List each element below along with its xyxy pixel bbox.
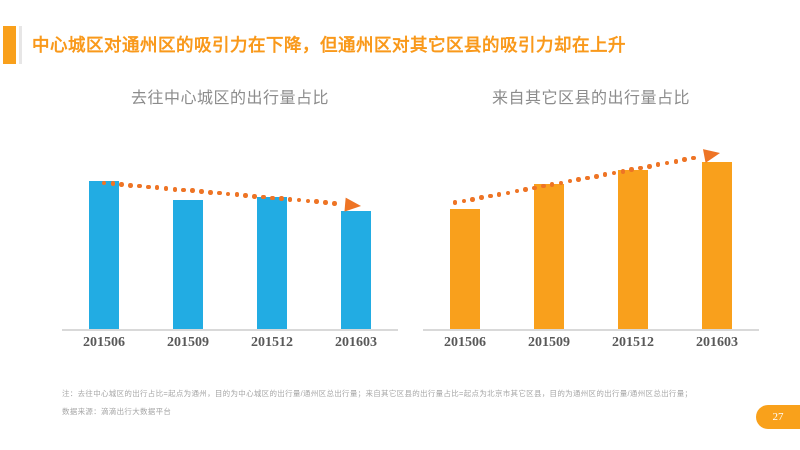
x-tick-label: 201603 (335, 335, 377, 350)
trend-arrowhead (344, 197, 362, 213)
plot-area-left (62, 139, 398, 331)
trend-dot (146, 184, 151, 190)
trend-dot (208, 190, 213, 195)
chart-trips-to-central-city: 去往中心城区的出行量占比 201506 201509 201512 201603 (62, 88, 398, 357)
trend-dot (190, 188, 195, 194)
trend-dot (664, 160, 670, 166)
x-tick-label: 201512 (251, 335, 293, 350)
trend-dot (296, 197, 302, 203)
trend-dot (576, 177, 581, 182)
bar-201509 (534, 183, 564, 329)
trend-dot (172, 186, 178, 192)
trend-dot (252, 193, 257, 199)
x-axis-labels-right: 201506 201509 201512 201603 (423, 335, 759, 357)
trend-dot (629, 167, 634, 172)
trend-dot (523, 187, 528, 192)
trend-dot (110, 181, 116, 187)
bar-201603 (702, 162, 732, 329)
trend-dot (119, 182, 125, 187)
trend-dot (305, 198, 311, 204)
trend-dot (655, 162, 661, 167)
trend-dot (278, 196, 284, 201)
bar-201603 (341, 210, 371, 329)
slide-title: 中心城区对通州区的吸引力在下降，但通州区对其它区县的吸引力却在上升 (32, 35, 626, 55)
trend-dot (567, 178, 573, 184)
trend-dot (101, 180, 107, 186)
x-axis-labels-left: 201506 201509 201512 201603 (62, 335, 398, 357)
bar-201506 (450, 208, 480, 329)
trend-dot (323, 200, 328, 205)
trend-dot (461, 198, 467, 204)
trend-dot (270, 195, 275, 201)
bar-201509 (173, 200, 203, 329)
trend-dot (163, 186, 169, 191)
plot-area-right (423, 139, 759, 331)
trend-dot (128, 183, 133, 188)
trend-dot (541, 183, 546, 189)
trend-dot (602, 172, 608, 177)
bar-201506 (89, 181, 119, 329)
trend-dot (216, 190, 222, 196)
x-tick-label: 201506 (444, 335, 486, 350)
trend-dot (585, 175, 590, 181)
trend-arrowhead (702, 146, 722, 163)
trend-dot (452, 200, 458, 206)
trend-dot (470, 197, 475, 202)
chart-title-left: 去往中心城区的出行量占比 (130, 90, 329, 107)
chart-trips-from-other-districts: 来自其它区县的出行量占比 201506 201509 201512 201603 (423, 88, 759, 357)
trend-dot (314, 199, 319, 204)
trend-dot (287, 197, 293, 202)
trend-dot (332, 200, 337, 206)
bar-201512 (257, 197, 287, 329)
trend-dot (691, 155, 696, 161)
page-number: 27 (772, 411, 784, 423)
x-tick-label: 201509 (167, 335, 209, 350)
trend-dot (225, 191, 231, 197)
trend-dot (620, 168, 626, 174)
trend-dot (154, 185, 160, 190)
trend-dot (479, 195, 484, 201)
trend-dot (199, 189, 204, 194)
trend-dot (181, 187, 187, 193)
trend-dot (673, 158, 679, 164)
trend-dot (638, 165, 643, 171)
trend-dot (243, 193, 249, 198)
trend-dot (532, 185, 537, 191)
x-tick-label: 201512 (612, 335, 654, 350)
data-source: 数据来源：滴滴出行大数据平台 (62, 407, 172, 416)
trend-dot (505, 190, 511, 196)
title-accent-bar (3, 26, 16, 64)
title-accent-line (19, 26, 22, 64)
footnote: 注：去往中心城区的出行占比=起点为通州，目的为中心城区的出行量/通州区总出行量；… (62, 389, 693, 398)
trend-dot (234, 192, 240, 197)
chart-title-right: 来自其它区县的出行量占比 (491, 90, 690, 107)
x-tick-label: 201509 (528, 335, 570, 350)
trend-dot (558, 180, 564, 186)
trend-dot (611, 170, 617, 176)
page-number-badge: 27 (756, 405, 800, 429)
x-tick-label: 201506 (83, 335, 125, 350)
trend-dot (496, 192, 502, 197)
trend-dot (488, 193, 493, 199)
trend-dot (549, 182, 555, 187)
bar-201512 (618, 170, 648, 329)
trend-dot (261, 194, 266, 200)
trend-dot (137, 183, 142, 189)
trend-dot (594, 173, 599, 179)
trend-dot (647, 163, 652, 169)
trend-dot (514, 188, 520, 194)
x-tick-label: 201603 (696, 335, 738, 350)
trend-dot (682, 157, 687, 162)
